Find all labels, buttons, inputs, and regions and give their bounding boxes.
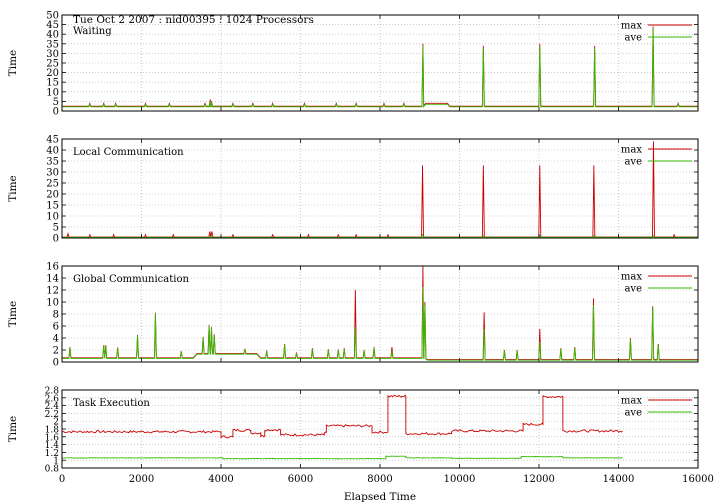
legend-label-ave: ave xyxy=(624,33,642,44)
x-tick-label: 14000 xyxy=(603,474,635,485)
y-tick-label: 1.8 xyxy=(45,426,60,436)
series-ave-line xyxy=(62,28,698,109)
y-tick-label: 0 xyxy=(53,107,59,118)
series-ave-line xyxy=(62,286,698,361)
y-tick-label: 40 xyxy=(46,146,59,157)
legend-label-max: max xyxy=(621,145,642,156)
panel-title: Local Communication xyxy=(73,147,184,158)
y-tick-label: 30 xyxy=(46,168,59,179)
y-tick-label: 25 xyxy=(46,59,59,70)
legend-label-ave: ave xyxy=(624,284,642,295)
panel-title: Global Communication xyxy=(73,274,189,285)
y-axis-label: Time xyxy=(7,175,19,202)
y-tick-label: 0.8 xyxy=(45,465,60,475)
y-tick-label: 15 xyxy=(46,201,59,212)
x-axis-label: Elapsed Time xyxy=(344,491,416,503)
y-tick-label: 1.6 xyxy=(45,433,60,443)
legend-label-ave: ave xyxy=(624,157,642,168)
y-tick-label: 25 xyxy=(46,179,59,190)
y-tick-label: 14 xyxy=(46,274,59,285)
figure-title: Tue Oct 2 2007 : nid00395 : 1024 Process… xyxy=(73,14,314,26)
y-tick-label: 2 xyxy=(53,346,59,357)
series-ave-line xyxy=(61,455,623,460)
y-tick-label: 2 xyxy=(53,418,59,428)
panel-title: Waiting xyxy=(73,26,112,37)
y-tick-label: 0 xyxy=(53,234,59,245)
y-tick-label: 20 xyxy=(46,68,59,79)
y-tick-label: 5 xyxy=(53,223,59,234)
y-tick-label: 1.4 xyxy=(45,441,60,451)
y-tick-label: 20 xyxy=(46,190,59,201)
x-tick-label: 8000 xyxy=(367,474,392,485)
y-tick-label: 2.6 xyxy=(45,394,60,404)
series-max-line xyxy=(61,394,623,439)
y-tick-label: 40 xyxy=(46,30,59,41)
legend-label-ave: ave xyxy=(624,408,642,419)
y-axis-label: Time xyxy=(7,301,19,328)
y-tick-label: 45 xyxy=(46,20,59,31)
x-tick-label: 4000 xyxy=(208,474,233,485)
y-tick-label: 6 xyxy=(53,322,59,333)
legend-label-max: max xyxy=(621,272,642,283)
x-tick-label: 16000 xyxy=(682,474,714,485)
legend-label-max: max xyxy=(621,396,642,407)
x-tick-label: 2000 xyxy=(129,474,154,485)
y-tick-label: 10 xyxy=(46,298,59,309)
series-ave-line xyxy=(62,233,698,238)
x-tick-label: 6000 xyxy=(288,474,313,485)
x-tick-label: 10000 xyxy=(444,474,476,485)
y-tick-label: 30 xyxy=(46,49,59,60)
y-tick-label: 5 xyxy=(53,97,59,108)
y-tick-label: 10 xyxy=(46,87,59,98)
y-axis-label: Time xyxy=(7,50,19,77)
x-tick-label: 0 xyxy=(59,474,65,485)
y-tick-label: 1.2 xyxy=(45,449,59,459)
y-axis-label: Time xyxy=(7,416,19,443)
y-tick-label: 16 xyxy=(46,262,59,273)
y-tick-label: 8 xyxy=(53,310,59,321)
y-tick-label: 35 xyxy=(46,157,59,168)
y-tick-label: 2.4 xyxy=(45,402,60,412)
legend-label-max: max xyxy=(621,21,642,32)
y-tick-label: 10 xyxy=(46,212,59,223)
y-tick-label: 0 xyxy=(53,358,59,369)
y-tick-label: 12 xyxy=(46,286,59,297)
y-tick-label: 1 xyxy=(53,457,59,467)
y-tick-label: 2.8 xyxy=(45,387,60,397)
y-tick-label: 4 xyxy=(53,334,59,345)
y-tick-label: 45 xyxy=(46,135,59,146)
y-tick-label: 50 xyxy=(46,11,59,22)
panel-title: Task Execution xyxy=(73,398,150,409)
y-tick-label: 15 xyxy=(46,78,59,89)
x-tick-label: 12000 xyxy=(523,474,555,485)
y-tick-label: 2.2 xyxy=(45,410,59,420)
y-tick-label: 35 xyxy=(46,39,59,50)
